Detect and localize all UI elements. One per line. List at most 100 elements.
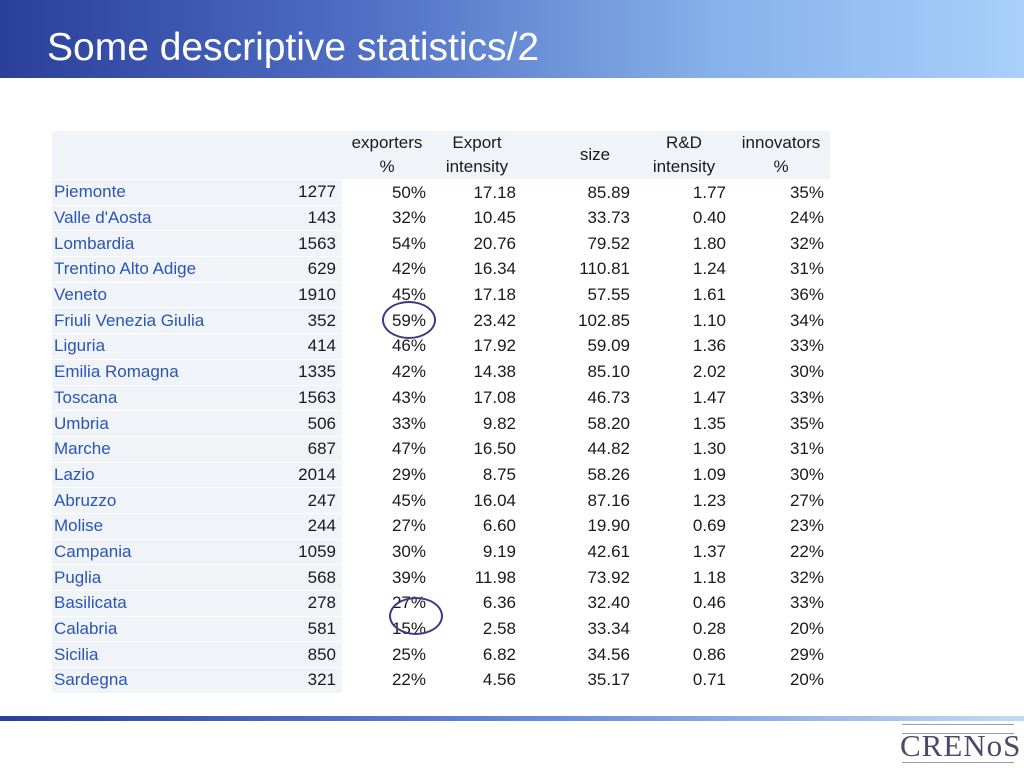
cell-n: 2014 (268, 462, 342, 489)
cell-export-intensity: 17.18 (473, 285, 516, 305)
cell-region: Toscana (52, 385, 268, 412)
cell-size: 87.16 (587, 490, 630, 510)
logo-text: CRENoS (900, 728, 1022, 763)
cell-gap (522, 616, 554, 642)
cell-exporters: 54% (391, 233, 426, 253)
cell-exporters: 46% (391, 336, 426, 356)
cell-n: 278 (268, 590, 342, 617)
cell-innovators: 33% (789, 387, 824, 407)
statistics-table: exporters% Export intensity size R&D inten… (52, 131, 830, 694)
footer-divider (0, 716, 1024, 721)
table-row: Umbria 506 33% 9.82 58.20 1.35 35% (52, 410, 830, 437)
cell-exporters: 42% (391, 259, 426, 279)
cell-n: 143 (268, 205, 342, 232)
cell-innovators: 30% (789, 362, 824, 382)
cell-innovators: 29% (789, 644, 824, 664)
cell-size: 35.17 (587, 670, 630, 690)
table-row: Abruzzo 247 45% 16.04 87.16 1.23 27% (52, 487, 830, 514)
cell-innovators: 33% (789, 593, 824, 613)
table-row: Sicilia 850 25% 6.82 34.56 0.86 29% (52, 641, 830, 669)
cell-gap (522, 257, 554, 283)
cell-rd-intensity: 1.09 (692, 464, 726, 484)
cell-rd-intensity: 1.61 (692, 285, 726, 305)
cell-n: 1910 (268, 282, 342, 309)
cell-exporters: 50% (391, 182, 426, 202)
table-row: Lazio 2014 29% 8.75 58.26 1.09 30% (52, 462, 830, 489)
cell-innovators: 27% (789, 490, 824, 510)
cell-innovators: 20% (789, 619, 824, 639)
cell-rd-intensity: 1.36 (692, 336, 726, 356)
cell-gap (522, 539, 554, 565)
cell-gap (522, 488, 554, 514)
cell-region: Piemonte (52, 179, 268, 206)
cell-size: 102.85 (578, 310, 630, 330)
header-size: size (554, 131, 636, 180)
cell-rd-intensity: 1.10 (692, 310, 726, 330)
cell-rd-intensity: 1.77 (692, 182, 726, 202)
cell-exporters: 43% (391, 387, 426, 407)
cell-size: 58.26 (587, 464, 630, 484)
cell-gap (522, 411, 554, 437)
cell-gap (522, 205, 554, 231)
header-n (268, 131, 342, 180)
cell-gap (522, 359, 554, 385)
cell-rd-intensity: 0.69 (692, 516, 726, 536)
cell-region: Emilia Romagna (52, 359, 268, 386)
cell-export-intensity: 17.92 (473, 336, 516, 356)
table-row: Toscana 1563 43% 17.08 46.73 1.47 33% (52, 385, 830, 412)
table-row: Puglia 568 39% 11.98 73.92 1.18 32% (52, 564, 830, 591)
cell-exporters: 29% (391, 464, 426, 484)
cell-region: Sardegna (52, 667, 268, 694)
cell-export-intensity: 16.50 (473, 439, 516, 459)
cell-rd-intensity: 1.24 (692, 259, 726, 279)
cell-n: 352 (268, 307, 342, 335)
cell-gap (522, 334, 554, 360)
cell-export-intensity: 2.58 (482, 619, 516, 639)
cell-size: 110.81 (579, 259, 630, 279)
cell-export-intensity: 9.82 (482, 413, 516, 433)
cell-rd-intensity: 1.35 (692, 413, 726, 433)
cell-rd-intensity: 1.30 (692, 439, 726, 459)
cell-size: 42.61 (587, 541, 630, 561)
cell-region: Valle d'Aosta (52, 205, 268, 232)
cell-n: 244 (268, 513, 342, 540)
logo-top-rule (902, 724, 1014, 734)
cell-export-intensity: 10.45 (473, 208, 516, 228)
cell-region: Basilicata (52, 590, 268, 617)
cell-n: 506 (268, 410, 342, 437)
cell-region: Puglia (52, 564, 268, 591)
cell-n: 568 (268, 564, 342, 591)
cell-region: Liguria (52, 333, 268, 360)
highlight-circle-friuli (382, 301, 436, 339)
cell-rd-intensity: 0.86 (692, 644, 726, 664)
cell-gap (522, 180, 554, 206)
cell-size: 85.89 (587, 182, 630, 202)
cell-gap (522, 642, 554, 668)
cell-export-intensity: 6.82 (482, 644, 516, 664)
cell-size: 33.34 (587, 619, 630, 639)
cell-n: 687 (268, 436, 342, 463)
cell-region: Lazio (52, 462, 268, 489)
cell-n: 629 (268, 256, 342, 283)
cell-size: 57.55 (587, 285, 630, 305)
logo-bottom-rule (902, 762, 1014, 765)
cell-innovators: 24% (789, 208, 824, 228)
cell-export-intensity: 6.36 (482, 593, 516, 613)
cell-region: Sicilia (52, 641, 268, 669)
cell-gap (522, 462, 554, 488)
cell-rd-intensity: 1.80 (692, 233, 726, 253)
cell-n: 414 (268, 333, 342, 360)
cell-rd-intensity: 0.46 (692, 593, 726, 613)
cell-size: 33.73 (587, 208, 630, 228)
cell-export-intensity: 17.08 (473, 387, 516, 407)
cell-size: 58.20 (587, 413, 630, 433)
cell-gap (522, 282, 554, 308)
table-row: Valle d'Aosta 143 32% 10.45 33.73 0.40 24% (52, 205, 830, 232)
cell-size: 79.52 (587, 233, 630, 253)
cell-export-intensity: 8.75 (482, 464, 516, 484)
cell-export-intensity: 16.04 (473, 490, 516, 510)
cell-region: Trentino Alto Adige (52, 256, 268, 283)
header-export-intensity: Export intensity (432, 131, 522, 180)
cell-region: Abruzzo (52, 487, 268, 514)
cell-innovators: 33% (789, 336, 824, 356)
